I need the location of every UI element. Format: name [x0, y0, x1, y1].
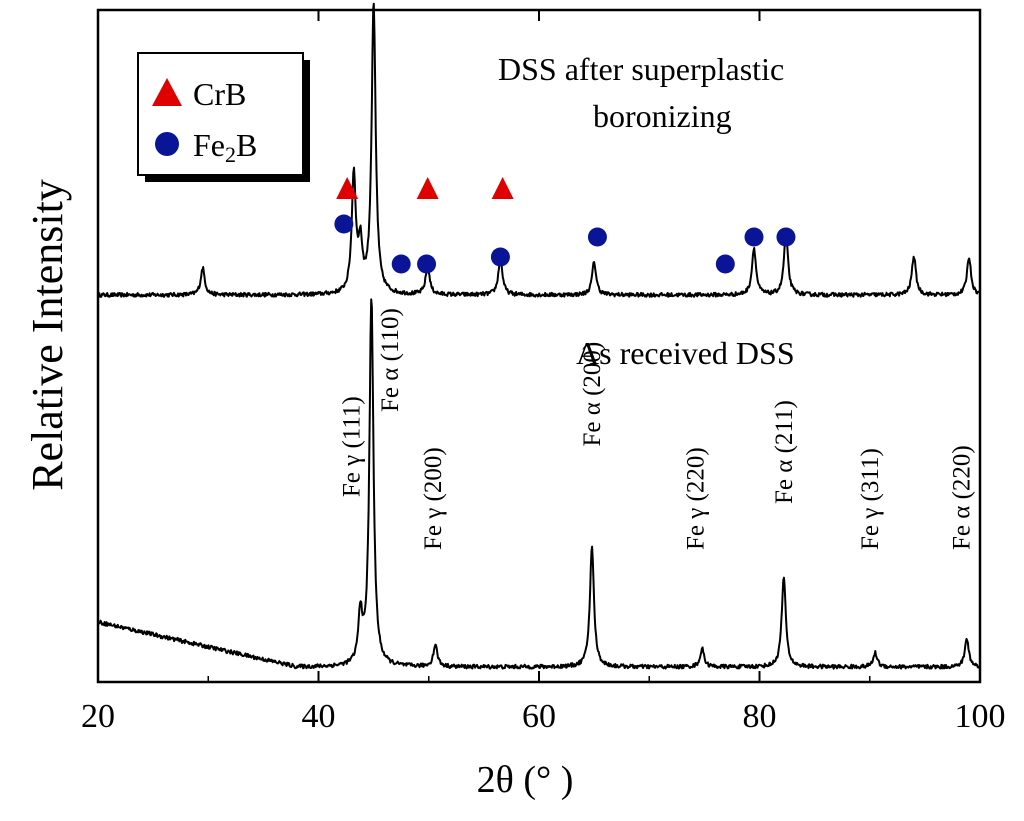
fe2b-marker [417, 254, 437, 274]
fe2b-marker [776, 227, 796, 247]
legend-fe2b-subscript: 2 [225, 142, 236, 167]
as-received-pattern-line [97, 298, 981, 670]
legend-fe2b-circle-icon [155, 132, 179, 156]
boronized-pattern-line [97, 2, 981, 298]
legend-fe2b-label-b: B [236, 127, 257, 163]
fe2b-marker [587, 227, 607, 247]
y-axis-label: Relative Intensity [23, 179, 72, 491]
peak-label: Fe α (211) [771, 400, 798, 504]
crb-marker [491, 177, 514, 199]
fe2b-marker [744, 227, 764, 247]
fe2b-marker [490, 247, 510, 267]
crb-marker [416, 177, 439, 199]
x-tick-label: 20 [81, 698, 115, 735]
legend-crb-label: CrB [193, 76, 246, 112]
legend-box [137, 52, 304, 176]
x-axis-label: 2θ (° ) [477, 759, 574, 801]
peak-label: Fe α (110) [377, 308, 404, 412]
fe2b-marker [334, 214, 354, 234]
peak-label: Fe α (200) [579, 342, 606, 447]
top-series-title-line1: DSS after superplastic [498, 51, 784, 87]
legend-fe2b-label-fe: Fe [193, 127, 225, 163]
fe2b-marker [715, 254, 735, 274]
x-tick-label: 40 [302, 698, 336, 735]
top-series-title-line2: boronizing [593, 98, 732, 134]
peak-label: Fe γ (200) [420, 447, 447, 550]
crb-marker [336, 177, 359, 199]
legend-crb-triangle-icon [152, 78, 182, 106]
legend-fe2b-label: Fe2B [193, 127, 257, 167]
legend: CrB Fe2B [137, 52, 310, 182]
peak-label: Fe γ (220) [683, 447, 710, 550]
x-tick-label: 100 [955, 698, 1006, 735]
peak-label: Fe γ (311) [857, 448, 884, 550]
peak-label: Fe α (220) [948, 445, 975, 550]
x-tick-label: 60 [522, 698, 556, 735]
phase-markers [334, 177, 796, 274]
x-ticks: 20 40 60 80 100 [81, 10, 1006, 735]
peak-label: Fe γ (111) [339, 396, 366, 497]
x-tick-label: 80 [743, 698, 777, 735]
bottom-series-title: As received DSS [576, 335, 795, 371]
fe2b-marker [391, 254, 411, 274]
peak-labels: Fe γ (111) Fe α (110) Fe γ (200) Fe α (200)… [339, 308, 976, 550]
